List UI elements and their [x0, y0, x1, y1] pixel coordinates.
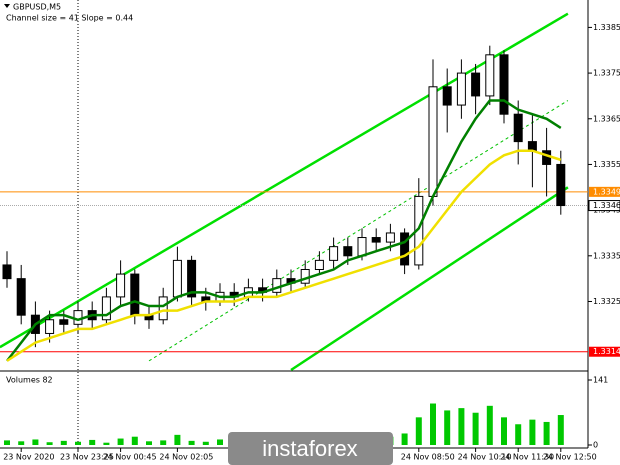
candle-body	[499, 54, 509, 115]
x-tick-label: 24 Nov 00:45	[103, 453, 157, 462]
volume-tick-label: 141	[593, 376, 608, 385]
candle-body	[16, 278, 26, 316]
volume-bar	[103, 442, 110, 445]
volume-bar	[131, 436, 138, 445]
volume-tick-label: 0	[593, 441, 598, 450]
candle-body	[130, 273, 140, 316]
volume-bar	[89, 439, 96, 445]
candle-body	[513, 113, 523, 143]
watermark-box	[228, 432, 393, 465]
volume-bar	[217, 439, 223, 445]
candle-body	[456, 72, 466, 106]
price-label-box	[589, 186, 620, 197]
candle-body	[357, 237, 367, 257]
chart-title: GBPUSD,M5	[13, 3, 61, 12]
y-tick-label: 1.3325	[593, 297, 620, 306]
candle-body	[300, 269, 310, 284]
y-tick-label: 1.3355	[593, 160, 620, 169]
volume-bar	[430, 403, 436, 445]
candle-body	[158, 296, 168, 321]
candle-body	[101, 296, 111, 321]
candle-body	[556, 163, 566, 207]
candle-body	[471, 72, 481, 97]
volume-bar	[18, 441, 25, 445]
plot-layer	[0, 12, 588, 372]
volume-bar	[32, 439, 39, 445]
x-tick-label: 24 Nov 11:30	[500, 453, 554, 462]
volume-bar	[458, 408, 465, 445]
channel-lower	[290, 186, 569, 372]
candle-body	[428, 86, 438, 197]
x-tick-label: 24 Nov 08:50	[401, 453, 455, 462]
volume-bar	[174, 434, 181, 445]
candle-body	[400, 232, 410, 266]
volume-bar	[529, 419, 536, 445]
y-tick-label: 1.3375	[593, 69, 620, 78]
channel-info: Channel size = 41 Slope = 0.44	[6, 14, 133, 23]
candle-body	[371, 237, 381, 243]
volume-bar	[401, 433, 408, 445]
candle-body	[542, 150, 552, 165]
candle-body	[59, 319, 69, 325]
candle-body	[385, 232, 395, 243]
candle-body	[442, 86, 452, 106]
moving-average	[6, 149, 562, 362]
volume-bar	[415, 417, 422, 445]
volume-bar	[202, 441, 209, 445]
candle-body	[485, 54, 495, 97]
volume-bar	[486, 405, 493, 445]
volume-bar	[146, 441, 152, 445]
candle-body	[272, 278, 282, 293]
current-price-label: 1.3346	[593, 201, 620, 210]
price-label: 1.3314	[593, 347, 620, 356]
candle-body	[187, 259, 197, 298]
volume-bar	[160, 440, 167, 445]
candle-body	[329, 246, 339, 261]
volume-bar	[472, 412, 479, 445]
volume-bar	[501, 417, 507, 445]
volume-bar	[117, 438, 124, 445]
candle-body	[343, 246, 353, 257]
price-label-box	[589, 346, 620, 357]
x-tick-label: 24 Nov 02:05	[159, 453, 213, 462]
price-label: 1.3349	[593, 187, 620, 196]
channel-middle	[148, 100, 569, 362]
candle-body	[73, 310, 83, 325]
y-tick-label: 1.3335	[593, 251, 620, 260]
candle-body	[2, 264, 12, 280]
candle-body	[314, 259, 324, 271]
x-tick-label: 24 Nov 10:10	[458, 453, 512, 462]
current-price-box	[588, 200, 620, 212]
volume-bar	[60, 440, 67, 445]
watermark: instaforex	[262, 436, 357, 461]
title-icon	[4, 4, 10, 8]
volume-bar	[557, 415, 564, 445]
y-tick-label: 1.3365	[593, 114, 620, 123]
candle-body	[527, 141, 537, 152]
x-tick-label: 24 Nov 12:50	[543, 453, 597, 462]
x-tick-label: 23 Nov 23:25	[60, 453, 114, 462]
candle-body	[45, 319, 55, 334]
volume-bar	[4, 440, 10, 445]
y-tick-label: 1.3385	[593, 23, 620, 32]
volume-bar	[46, 442, 53, 445]
moving-average	[6, 99, 562, 362]
volume-bar	[515, 424, 522, 445]
volume-bar	[188, 440, 195, 445]
volume-bar	[543, 421, 550, 445]
volume-bar	[444, 410, 451, 445]
x-tick-label: 23 Nov 2020	[3, 453, 54, 462]
volume-bar	[75, 441, 81, 445]
volumes-title: Volumes 82	[6, 376, 53, 385]
candle-body	[116, 273, 126, 298]
candle-body	[172, 259, 182, 298]
channel-upper	[0, 12, 569, 349]
